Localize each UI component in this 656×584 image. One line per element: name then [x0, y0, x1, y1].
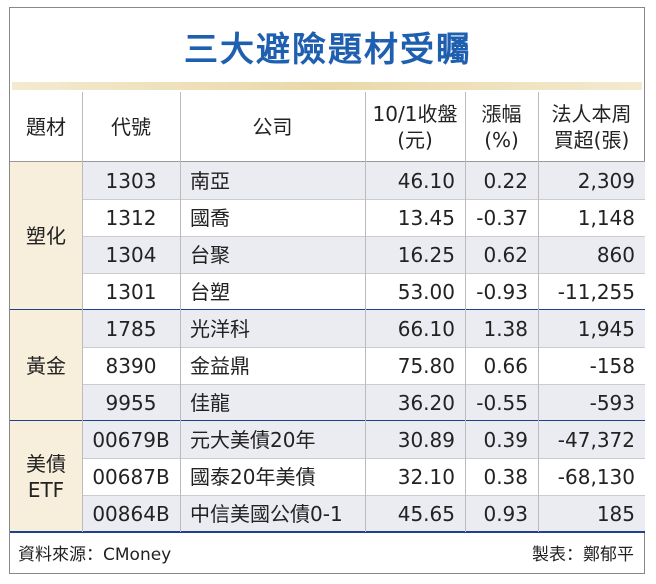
table-cell: 1301	[82, 273, 180, 310]
table-cell: 中信美國公債0-1	[180, 495, 365, 532]
table-cell: 元大美債20年	[180, 421, 365, 458]
table-cell: 185	[538, 495, 645, 532]
table-cell: 66.10	[365, 310, 465, 347]
header-text: (元)	[397, 128, 433, 152]
table-cell: 46.10	[365, 162, 465, 199]
group-text: 塑化	[26, 224, 66, 248]
table-cell: 13.45	[365, 199, 465, 236]
table-cell: 1303	[82, 162, 180, 199]
header-text: 法人本周	[551, 102, 632, 126]
table-cell: 國泰20年美債	[180, 458, 365, 495]
table-cell: 台塑	[180, 273, 365, 310]
table-cell: 00864B	[82, 495, 180, 532]
row-line	[82, 347, 645, 348]
table-cell: -0.93	[465, 273, 538, 310]
table-cell: 南亞	[180, 162, 365, 199]
group-line	[10, 531, 645, 533]
table-cell: 金益鼎	[180, 347, 365, 384]
table-cell: 1312	[82, 199, 180, 236]
table-cell: 9955	[82, 384, 180, 421]
table-cell: 53.00	[365, 273, 465, 310]
row-line	[82, 458, 645, 459]
table-cell: 32.10	[365, 458, 465, 495]
group-label: 黃金	[10, 310, 82, 421]
table-cell: 1,148	[538, 199, 645, 236]
table-cell: 國喬	[180, 199, 365, 236]
row-line	[82, 199, 645, 200]
table-cell: 75.80	[365, 347, 465, 384]
group-label: 塑化	[10, 162, 82, 310]
table-cell: -158	[538, 347, 645, 384]
header-text: 漲幅	[481, 102, 522, 126]
table-cell: -593	[538, 384, 645, 421]
group-text: 美債	[26, 451, 66, 476]
column-line	[82, 92, 83, 532]
header-cell: 法人本周 買超(張)	[538, 92, 645, 162]
header-cell: 漲幅 (%)	[465, 92, 538, 162]
table-cell: 1785	[82, 310, 180, 347]
table-cell: 8390	[82, 347, 180, 384]
header-text: 10/1收盤	[372, 102, 458, 126]
row-line	[82, 236, 645, 237]
table-cell: -0.37	[465, 199, 538, 236]
table-cell: 30.89	[365, 421, 465, 458]
header-cell: 代號	[82, 92, 180, 162]
table-cell: -68,130	[538, 458, 645, 495]
source: 資料來源：CMoney	[18, 545, 172, 565]
group-label: 美債 ETF	[10, 421, 82, 532]
table-cell: 台聚	[180, 236, 365, 273]
column-line	[538, 92, 539, 532]
header-text: 題材	[26, 115, 66, 139]
table-cell: 45.65	[365, 495, 465, 532]
table-cell: -47,372	[538, 421, 645, 458]
table-cell: 1.38	[465, 310, 538, 347]
header-cell: 題材	[10, 92, 82, 162]
table-cell: 0.66	[465, 347, 538, 384]
group-text: 黃金	[26, 353, 66, 378]
column-line	[180, 92, 181, 532]
header-text: 代號	[111, 115, 151, 139]
table-cell: 2,309	[538, 162, 645, 199]
row-line	[82, 273, 645, 274]
table-cell: 00687B	[82, 458, 180, 495]
table-cell: 0.39	[465, 421, 538, 458]
title-band	[12, 82, 642, 90]
title: 三大避險題材受矚	[184, 30, 472, 70]
header-text: (%)	[484, 128, 519, 152]
header-cell: 公司	[180, 92, 365, 162]
table-cell: 光洋科	[180, 310, 365, 347]
header-line	[10, 161, 645, 162]
table-cell: 860	[538, 236, 645, 273]
table-cell: 0.22	[465, 162, 538, 199]
table-cell: 1304	[82, 236, 180, 273]
column-line	[365, 92, 366, 532]
table-cell: 佳龍	[180, 384, 365, 421]
row-line	[82, 495, 645, 496]
table-cell: 1,945	[538, 310, 645, 347]
header-cell: 10/1收盤 (元)	[365, 92, 465, 162]
table-cell: 16.25	[365, 236, 465, 273]
table-cell: 0.62	[465, 236, 538, 273]
table-cell: 0.38	[465, 458, 538, 495]
table-cell: 0.93	[465, 495, 538, 532]
row-line	[82, 384, 645, 385]
table-cell: -0.55	[465, 384, 538, 421]
table-cell: 00679B	[82, 421, 180, 458]
column-line	[465, 92, 466, 532]
header-text: 買超(張)	[553, 128, 630, 152]
header-text: 公司	[252, 115, 293, 139]
author: 製表：鄭郁平	[532, 545, 634, 565]
group-text: ETF	[27, 477, 65, 502]
table-cell: -11,255	[538, 273, 645, 310]
table-cell: 36.20	[365, 384, 465, 421]
